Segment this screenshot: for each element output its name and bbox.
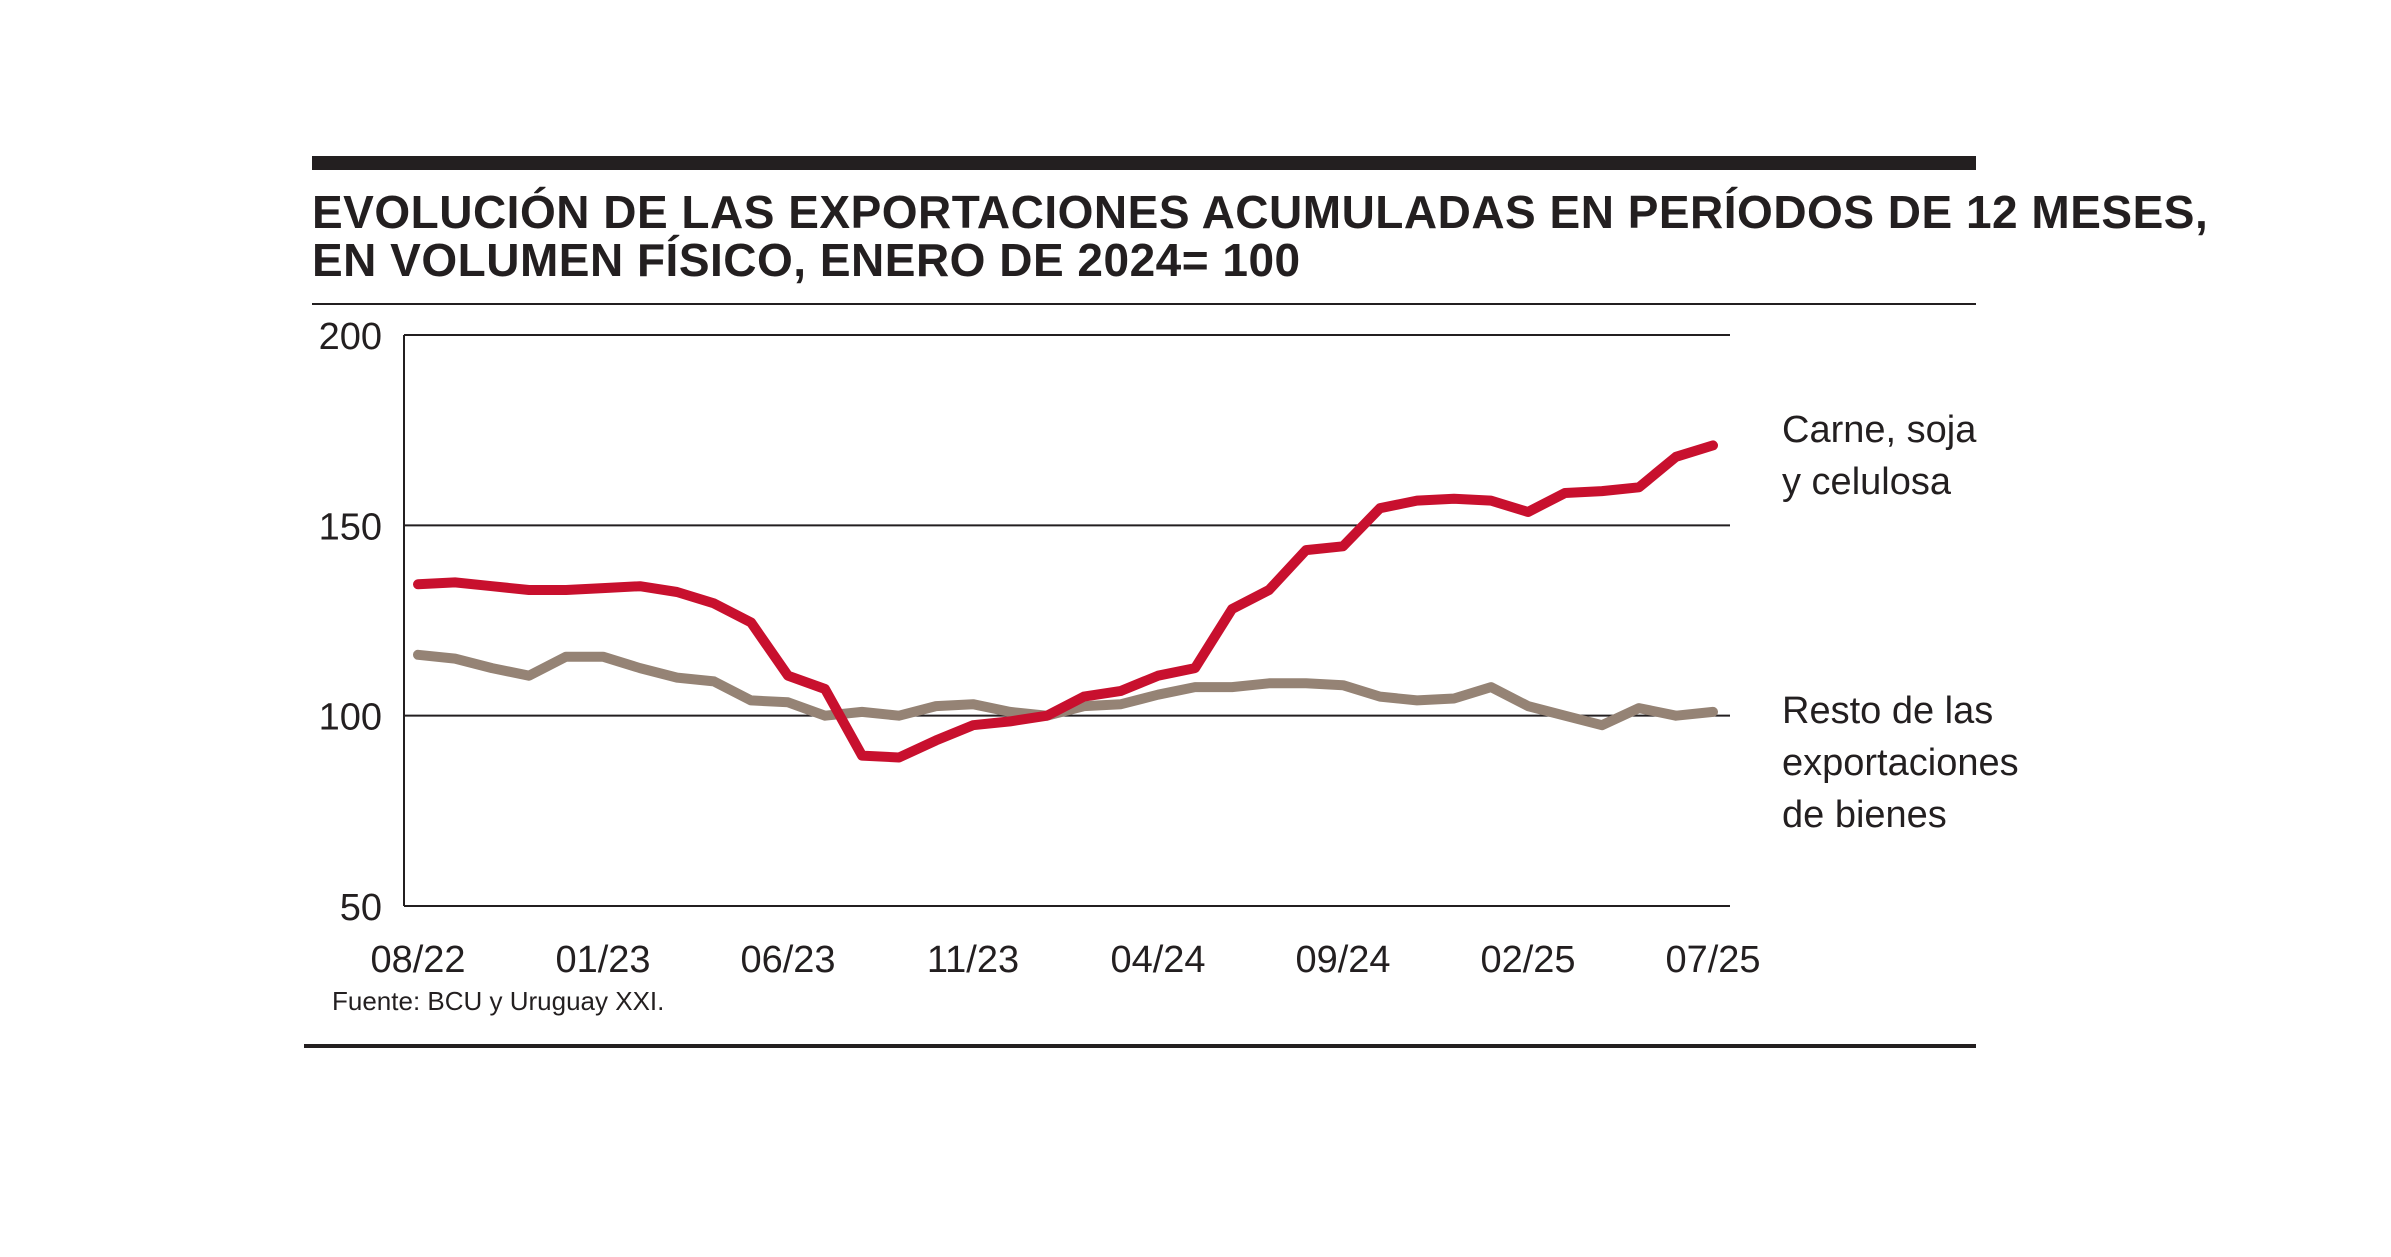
chart-title-line-1: EVOLUCIÓN DE LAS EXPORTACIONES ACUMULADA… <box>312 186 2208 238</box>
legend-carne-soja-celulosa: Carne, soja y celulosa <box>1782 409 1977 503</box>
legend-label-line: Resto de las <box>1782 690 1993 732</box>
x-tick-label: 04/24 <box>1110 939 1205 981</box>
y-tick-label: 100 <box>319 697 382 739</box>
plot-area: 50 100 150 200 08/22 01/23 06/23 11/23 04/24 09/2… <box>319 316 1761 981</box>
legend-label-line: exportaciones <box>1782 742 2019 784</box>
y-tick-label: 150 <box>319 506 382 548</box>
source-note: Fuente: BCU y Uruguay XXI. <box>332 986 664 1016</box>
x-tick-label: 11/23 <box>927 939 1019 981</box>
y-tick-label: 50 <box>340 887 382 929</box>
legend-label-line: y celulosa <box>1782 461 1952 503</box>
legend-label-line: de bienes <box>1782 794 1947 836</box>
x-tick-label: 06/23 <box>740 939 835 981</box>
y-tick-label: 200 <box>319 316 382 358</box>
series-line <box>413 649 1718 731</box>
x-tick-label: 07/25 <box>1665 939 1760 981</box>
x-tick-label: 01/23 <box>555 939 650 981</box>
legend-label-line: Carne, soja <box>1782 409 1977 451</box>
series-line <box>413 440 1718 763</box>
x-tick-label: 08/22 <box>370 939 465 981</box>
legend-resto-exportaciones: Resto de las exportaciones de bienes <box>1782 690 2019 836</box>
chart-title-line-2: EN VOLUMEN FÍSICO, ENERO DE 2024= 100 <box>312 234 1301 286</box>
x-tick-label: 02/25 <box>1480 939 1575 981</box>
x-tick-label: 09/24 <box>1295 939 1390 981</box>
top-thick-rule <box>312 156 1976 170</box>
